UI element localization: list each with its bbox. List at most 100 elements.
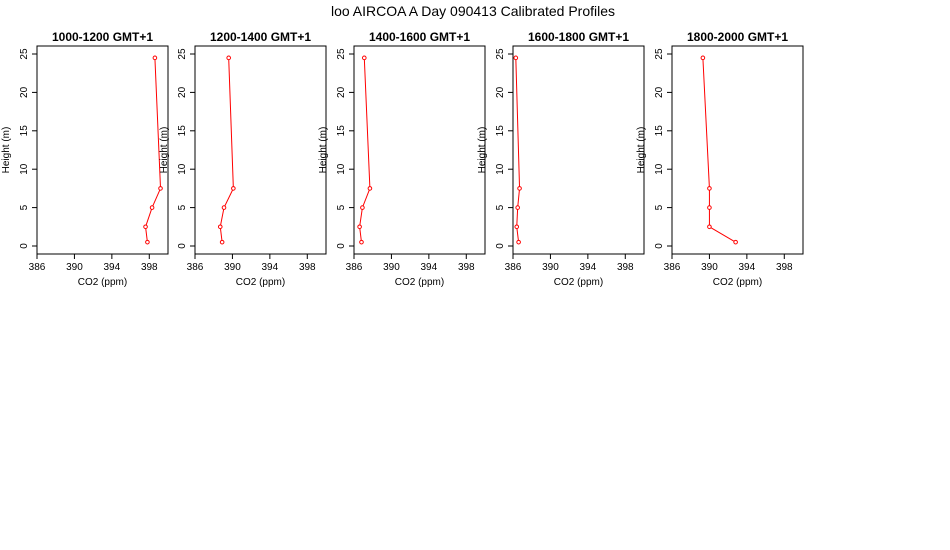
profile-point	[733, 239, 738, 245]
y-tick-label: 5	[654, 204, 665, 210]
y-tick-label: 25	[336, 48, 347, 60]
panel-title: 1600-1800 GMT+1	[528, 30, 629, 44]
y-axis-label: Height (m)	[1, 127, 12, 174]
y-axis-label: Height (m)	[636, 127, 647, 174]
x-tick-label: 398	[299, 262, 316, 273]
profile-point	[219, 239, 225, 245]
x-tick-label: 386	[664, 262, 681, 273]
y-tick-label: 0	[19, 243, 30, 249]
x-axis-label: CO2 (ppm)	[554, 277, 603, 288]
panel-title: 1200-1400 GMT+1	[210, 30, 311, 44]
profile-point	[152, 55, 158, 61]
y-tick-label: 25	[177, 48, 188, 60]
x-tick-label: 386	[187, 262, 204, 273]
x-tick-label: 390	[383, 262, 400, 273]
x-axis-label: CO2 (ppm)	[236, 277, 285, 288]
y-tick-label: 20	[336, 86, 347, 98]
profile-point	[360, 205, 365, 210]
profile-line	[359, 57, 371, 243]
x-tick-label: 394	[580, 262, 597, 273]
x-tick-label: 386	[346, 262, 363, 273]
profile-point	[707, 205, 712, 210]
y-tick-label: 25	[495, 48, 506, 60]
x-tick-label: 390	[701, 262, 718, 273]
y-tick-label: 5	[19, 204, 30, 210]
profile-point	[145, 239, 150, 245]
profile-panel-4: 1600-1800 GMT+1 386 390 394 398 CO2 (ppm) 0 5 10…	[477, 30, 645, 288]
y-axis-label: Height (m)	[477, 127, 488, 174]
panel-title: 1400-1600 GMT+1	[369, 30, 470, 44]
y-tick-label: 20	[495, 86, 506, 98]
profile-point	[707, 224, 712, 230]
y-tick-label: 0	[336, 243, 347, 249]
y-tick-label: 25	[654, 48, 665, 60]
profile-point	[143, 224, 148, 230]
y-tick-label: 20	[19, 86, 30, 98]
profile-point	[513, 55, 519, 61]
profile-point	[221, 205, 227, 210]
profile-point	[357, 224, 362, 230]
profile-point	[226, 55, 231, 61]
y-tick-label: 5	[495, 204, 506, 210]
y-axis-label: Height (m)	[318, 127, 329, 174]
y-tick-label: 15	[336, 125, 347, 137]
profile-line	[515, 57, 521, 243]
x-tick-label: 398	[776, 262, 793, 273]
x-tick-label: 398	[141, 262, 158, 273]
x-axis-label: CO2 (ppm)	[78, 277, 127, 288]
plot-frame	[194, 45, 327, 255]
y-tick-label: 10	[177, 163, 188, 175]
profile-point	[516, 239, 521, 245]
y-tick-label: 25	[19, 48, 30, 60]
y-tick-label: 15	[177, 125, 188, 137]
profile-point	[515, 205, 520, 210]
y-tick-label: 5	[177, 204, 188, 210]
y-tick-label: 10	[336, 163, 347, 175]
profile-point	[514, 224, 520, 230]
profile-point	[359, 239, 364, 245]
y-tick-label: 20	[654, 86, 665, 98]
panel-title: 1000-1200 GMT+1	[52, 30, 153, 44]
profile-line	[702, 57, 736, 243]
plot-frame	[353, 45, 486, 255]
profile-point	[517, 186, 522, 191]
profile-panel-5: 1800-2000 GMT+1 386 390 394 398 CO2 (ppm) 0 5 10…	[636, 30, 804, 288]
x-tick-label: 398	[617, 262, 634, 273]
y-tick-label: 15	[495, 125, 506, 137]
y-tick-label: 10	[654, 163, 665, 175]
x-tick-label: 390	[542, 262, 559, 273]
x-axis-label: CO2 (ppm)	[395, 277, 444, 288]
x-tick-label: 390	[224, 262, 241, 273]
profile-point	[149, 205, 155, 210]
x-tick-label: 386	[29, 262, 46, 273]
figure-title: loo AIRCOA A Day 090413 Calibrated Profi…	[331, 3, 615, 19]
profile-point	[231, 186, 236, 191]
profile-panel-1: 1000-1200 GMT+1 386 390 394 398 CO2 (ppm) 0 5 10…	[1, 30, 169, 288]
profile-point	[361, 55, 367, 61]
profile-panels: 1000-1200 GMT+1 386 390 394 398 CO2 (ppm) 0 5 10…	[1, 30, 804, 288]
x-tick-label: 394	[421, 262, 438, 273]
profile-point	[367, 186, 373, 191]
y-tick-label: 20	[177, 86, 188, 98]
panel-title: 1800-2000 GMT+1	[687, 30, 788, 44]
y-tick-label: 10	[495, 163, 506, 175]
y-tick-label: 15	[19, 125, 30, 137]
x-tick-label: 390	[66, 262, 83, 273]
y-axis-label: Height (m)	[159, 127, 170, 174]
x-tick-label: 386	[505, 262, 522, 273]
plot-frame	[36, 45, 169, 255]
x-tick-label: 394	[739, 262, 756, 273]
y-tick-label: 10	[19, 163, 30, 175]
profile-point	[217, 224, 223, 230]
plot-frame	[671, 45, 804, 255]
profile-panel-3: 1400-1600 GMT+1 386 390 394 398 CO2 (ppm) 0 5 10…	[318, 30, 486, 288]
y-tick-label: 5	[336, 204, 347, 210]
x-tick-label: 394	[262, 262, 279, 273]
x-tick-label: 398	[458, 262, 475, 273]
profile-point	[700, 55, 706, 61]
y-tick-label: 0	[654, 243, 665, 249]
y-tick-label: 15	[654, 125, 665, 137]
y-tick-label: 0	[495, 243, 506, 249]
x-tick-label: 394	[104, 262, 121, 273]
